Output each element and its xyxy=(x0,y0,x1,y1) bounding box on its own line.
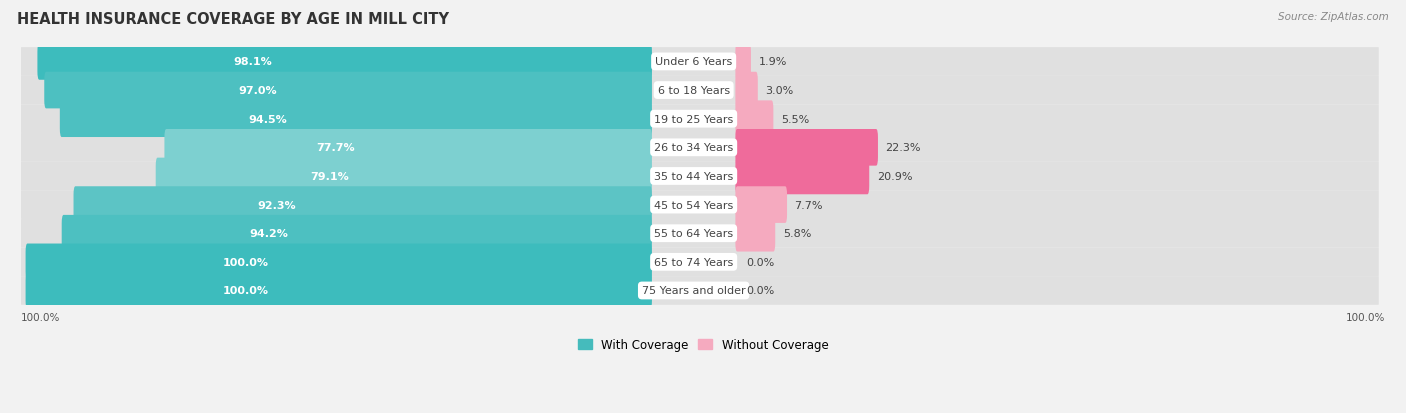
Text: 100.0%: 100.0% xyxy=(1346,312,1385,322)
Text: 77.7%: 77.7% xyxy=(316,143,354,153)
Text: HEALTH INSURANCE COVERAGE BY AGE IN MILL CITY: HEALTH INSURANCE COVERAGE BY AGE IN MILL… xyxy=(17,12,449,27)
Text: 65 to 74 Years: 65 to 74 Years xyxy=(654,257,734,267)
Text: 100.0%: 100.0% xyxy=(222,286,269,296)
Text: 92.3%: 92.3% xyxy=(257,200,295,210)
Text: Source: ZipAtlas.com: Source: ZipAtlas.com xyxy=(1278,12,1389,22)
Text: 97.0%: 97.0% xyxy=(238,86,277,96)
FancyBboxPatch shape xyxy=(44,73,652,109)
FancyBboxPatch shape xyxy=(38,44,652,81)
FancyBboxPatch shape xyxy=(735,101,773,138)
Text: 45 to 54 Years: 45 to 54 Years xyxy=(654,200,734,210)
FancyBboxPatch shape xyxy=(735,73,758,109)
FancyBboxPatch shape xyxy=(735,187,787,223)
FancyBboxPatch shape xyxy=(21,105,1379,134)
FancyBboxPatch shape xyxy=(735,44,751,81)
Text: Under 6 Years: Under 6 Years xyxy=(655,57,733,67)
FancyBboxPatch shape xyxy=(62,215,652,252)
Text: 6 to 18 Years: 6 to 18 Years xyxy=(658,86,730,96)
FancyBboxPatch shape xyxy=(25,244,652,280)
FancyBboxPatch shape xyxy=(735,130,877,166)
Text: 0.0%: 0.0% xyxy=(747,286,775,296)
FancyBboxPatch shape xyxy=(735,215,775,252)
FancyBboxPatch shape xyxy=(21,219,1379,248)
FancyBboxPatch shape xyxy=(21,276,1379,305)
Text: 35 to 44 Years: 35 to 44 Years xyxy=(654,171,734,182)
FancyBboxPatch shape xyxy=(60,101,652,138)
Text: 94.2%: 94.2% xyxy=(249,229,288,239)
Text: 5.5%: 5.5% xyxy=(780,114,808,124)
Text: 1.9%: 1.9% xyxy=(758,57,787,67)
Text: 55 to 64 Years: 55 to 64 Years xyxy=(654,229,733,239)
FancyBboxPatch shape xyxy=(165,130,652,166)
Text: 0.0%: 0.0% xyxy=(747,257,775,267)
Legend: With Coverage, Without Coverage: With Coverage, Without Coverage xyxy=(572,333,834,356)
Text: 98.1%: 98.1% xyxy=(233,57,273,67)
Text: 100.0%: 100.0% xyxy=(222,257,269,267)
Text: 79.1%: 79.1% xyxy=(311,171,349,182)
Text: 5.8%: 5.8% xyxy=(783,229,811,239)
FancyBboxPatch shape xyxy=(21,76,1379,105)
FancyBboxPatch shape xyxy=(25,273,652,309)
Text: 26 to 34 Years: 26 to 34 Years xyxy=(654,143,734,153)
FancyBboxPatch shape xyxy=(73,187,652,223)
Text: 94.5%: 94.5% xyxy=(249,114,287,124)
Text: 100.0%: 100.0% xyxy=(21,312,60,322)
Text: 20.9%: 20.9% xyxy=(877,171,912,182)
FancyBboxPatch shape xyxy=(21,248,1379,276)
FancyBboxPatch shape xyxy=(21,162,1379,191)
Text: 7.7%: 7.7% xyxy=(794,200,823,210)
FancyBboxPatch shape xyxy=(156,158,652,195)
Text: 22.3%: 22.3% xyxy=(886,143,921,153)
FancyBboxPatch shape xyxy=(21,134,1379,162)
Text: 75 Years and older: 75 Years and older xyxy=(643,286,745,296)
Text: 3.0%: 3.0% xyxy=(765,86,793,96)
FancyBboxPatch shape xyxy=(21,48,1379,76)
FancyBboxPatch shape xyxy=(21,191,1379,219)
FancyBboxPatch shape xyxy=(735,158,869,195)
Text: 19 to 25 Years: 19 to 25 Years xyxy=(654,114,734,124)
